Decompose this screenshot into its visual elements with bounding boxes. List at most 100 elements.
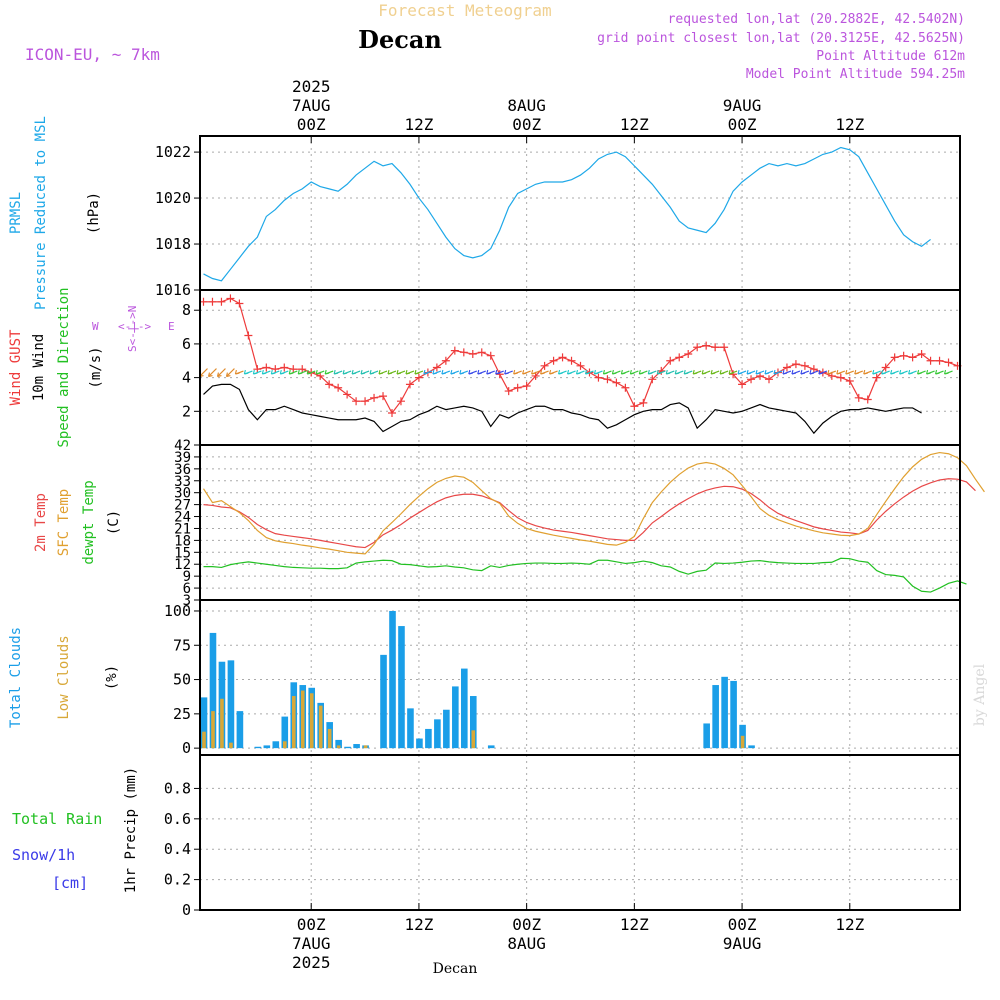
total-cloud-bar bbox=[416, 738, 423, 749]
gust-point-marker bbox=[405, 380, 414, 389]
temp2m-series-line bbox=[203, 478, 976, 549]
panel-axis-label: 2m Temp bbox=[33, 493, 49, 552]
total-cloud-bar bbox=[425, 728, 432, 749]
gust-point-marker bbox=[684, 350, 693, 359]
wind-direction-arrow bbox=[809, 369, 819, 375]
gust-point-marker bbox=[890, 353, 899, 362]
wind-direction-arrow bbox=[450, 369, 460, 375]
location-title: Decan bbox=[358, 25, 442, 54]
gust-point-marker bbox=[809, 365, 818, 374]
panel-axis-label: PRMSL bbox=[8, 192, 24, 234]
wind-direction-arrow bbox=[504, 369, 513, 375]
gust-point-marker bbox=[379, 392, 388, 401]
y-tick-label: 18 bbox=[174, 533, 191, 549]
top-time-label: 00Z bbox=[512, 115, 541, 134]
top-time-label: 7AUG bbox=[292, 96, 331, 115]
panel-frame bbox=[199, 444, 961, 601]
wind-direction-arrow bbox=[225, 368, 235, 378]
requested-coords: requested lon,lat (20.2882E, 42.5402N) bbox=[668, 12, 965, 27]
gust-point-marker bbox=[899, 351, 908, 360]
total-cloud-bar bbox=[353, 744, 360, 749]
y-tick-label: 100 bbox=[164, 602, 191, 620]
wind-direction-arrow bbox=[908, 369, 917, 375]
wind-direction-arrow bbox=[737, 369, 747, 375]
low-cloud-bar bbox=[291, 696, 296, 749]
wind-direction-arrow bbox=[836, 369, 846, 375]
bottom-time-label: 00Z bbox=[728, 915, 757, 934]
wind-direction-arrow bbox=[575, 369, 585, 375]
top-time-label: 8AUG bbox=[507, 96, 546, 115]
wind-direction-arrow bbox=[827, 369, 837, 375]
wind-direction-arrow bbox=[710, 369, 720, 375]
wind-direction-arrow bbox=[899, 369, 908, 375]
bottom-time-label: 12Z bbox=[404, 915, 433, 934]
panel-frame bbox=[199, 754, 961, 911]
total-cloud-bar bbox=[748, 745, 755, 749]
total-cloud-bar bbox=[281, 716, 289, 749]
wind-direction-arrow bbox=[288, 369, 298, 375]
wind-direction-arrow bbox=[791, 369, 801, 375]
gust-point-marker bbox=[800, 361, 809, 370]
top-title: Forecast Meteogram bbox=[378, 1, 551, 20]
wind-direction-arrow bbox=[566, 369, 576, 375]
low-cloud-bar bbox=[471, 730, 476, 749]
wind-direction-arrow bbox=[728, 369, 738, 375]
gust-point-marker bbox=[396, 397, 405, 406]
gust-point-marker bbox=[594, 373, 603, 382]
panel-axis-label: Wind GUST bbox=[8, 329, 24, 405]
panel-axis-label: Pressure Reduced to MSL bbox=[33, 116, 49, 310]
precip-rain-label: Total Rain bbox=[12, 810, 102, 828]
y-tick-label: 1020 bbox=[155, 189, 191, 207]
panel-frame bbox=[199, 135, 961, 291]
bottom-time-label: 12Z bbox=[835, 915, 864, 934]
gust-point-marker bbox=[863, 395, 872, 404]
panel-axis-label: 10m Wind bbox=[31, 334, 47, 401]
total-cloud-bar bbox=[227, 660, 235, 749]
wind-direction-arrow bbox=[279, 369, 289, 375]
wind-direction-arrow bbox=[665, 369, 675, 375]
panel-axis-label: (C) bbox=[106, 510, 122, 535]
gust-point-marker bbox=[289, 365, 298, 374]
precip-snow-label: Snow/1h bbox=[12, 846, 75, 864]
gust-point-marker bbox=[370, 393, 379, 402]
wind-direction-arrow bbox=[243, 369, 253, 375]
gust-point-marker bbox=[666, 356, 675, 365]
y-tick-label: 27 bbox=[174, 498, 191, 514]
wind-direction-arrow bbox=[342, 369, 352, 375]
precip-unit-label: [cm] bbox=[52, 874, 88, 892]
y-tick-label: 15 bbox=[174, 545, 191, 561]
wind-direction-arrow bbox=[540, 369, 549, 375]
y-tick-label: 1022 bbox=[155, 143, 191, 161]
gust-point-marker bbox=[926, 356, 935, 365]
gust-point-marker bbox=[603, 375, 612, 384]
bottom-time-label: 9AUG bbox=[723, 934, 762, 953]
point-altitude: Point Altitude 612m bbox=[816, 49, 965, 64]
wind-direction-arrow bbox=[477, 369, 486, 375]
gust-point-marker bbox=[226, 294, 235, 303]
panel-axis-label: Low Clouds bbox=[56, 635, 72, 719]
y-tick-label: 0.4 bbox=[164, 840, 191, 858]
bottom-time-label: 12Z bbox=[620, 915, 649, 934]
precip-axis-label: 1hr Precip (mm) bbox=[123, 767, 139, 893]
wind-direction-arrow bbox=[683, 369, 693, 375]
wind-direction-arrow bbox=[486, 369, 495, 375]
low-cloud-bar bbox=[211, 711, 215, 749]
footer-location: Decan bbox=[433, 961, 478, 977]
panel-axis-label: (hPa) bbox=[86, 192, 102, 234]
total-cloud-bar bbox=[703, 723, 710, 749]
gust-point-marker bbox=[908, 353, 917, 362]
wind-compass: W <-|-> E S<-|->N bbox=[92, 306, 175, 352]
sfc-series-line bbox=[202, 451, 985, 555]
bottom-time-label: 00Z bbox=[297, 915, 326, 934]
gust-point-marker bbox=[513, 383, 522, 392]
wind-direction-arrow bbox=[252, 369, 262, 375]
total-cloud-bar bbox=[398, 626, 405, 749]
total-cloud-bar bbox=[721, 676, 728, 749]
wind-direction-arrow bbox=[629, 369, 639, 375]
wind-direction-arrow bbox=[297, 369, 307, 375]
panel-axis-label: Speed and Direction bbox=[56, 287, 72, 447]
gust-point-marker bbox=[765, 375, 773, 384]
gust-point-marker bbox=[504, 387, 513, 396]
total-cloud-bar bbox=[236, 711, 244, 749]
wind-direction-arrow bbox=[306, 369, 316, 375]
